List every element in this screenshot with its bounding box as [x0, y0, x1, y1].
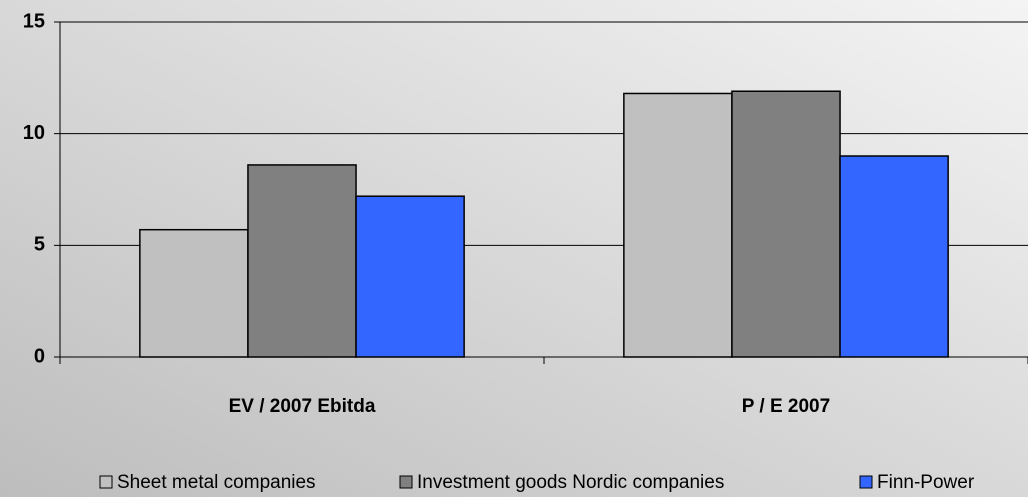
- bar: [623, 92, 733, 358]
- y-tick-label: 5: [34, 234, 45, 256]
- y-tick-label: 15: [23, 10, 45, 32]
- y-tick-label: 10: [23, 122, 45, 144]
- legend-label: Finn-Power: [877, 472, 975, 493]
- legend-swatch: [399, 475, 413, 489]
- x-tick-label: EV / 2007 Ebitda: [229, 396, 376, 417]
- legend-label: Sheet metal companies: [117, 472, 316, 493]
- legend-swatch: [859, 475, 873, 489]
- legend-label: Investment goods Nordic companies: [417, 472, 724, 493]
- x-tick-label: P / E 2007: [742, 396, 830, 417]
- bar: [139, 228, 249, 358]
- y-tick-label: 0: [34, 345, 45, 367]
- bar: [731, 90, 841, 358]
- bar: [839, 155, 949, 358]
- legend-swatch: [99, 475, 113, 489]
- bar: [247, 164, 357, 358]
- bar: [355, 195, 465, 358]
